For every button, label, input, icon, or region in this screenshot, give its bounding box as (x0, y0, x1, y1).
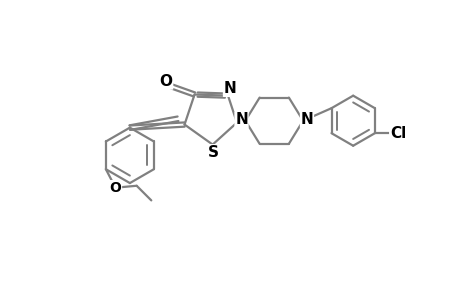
Text: S: S (207, 145, 218, 160)
Text: N: N (235, 112, 247, 128)
Text: O: O (109, 181, 121, 195)
Text: N: N (300, 112, 313, 128)
Text: O: O (159, 74, 172, 89)
Text: N: N (223, 81, 236, 96)
Text: Cl: Cl (389, 126, 405, 141)
